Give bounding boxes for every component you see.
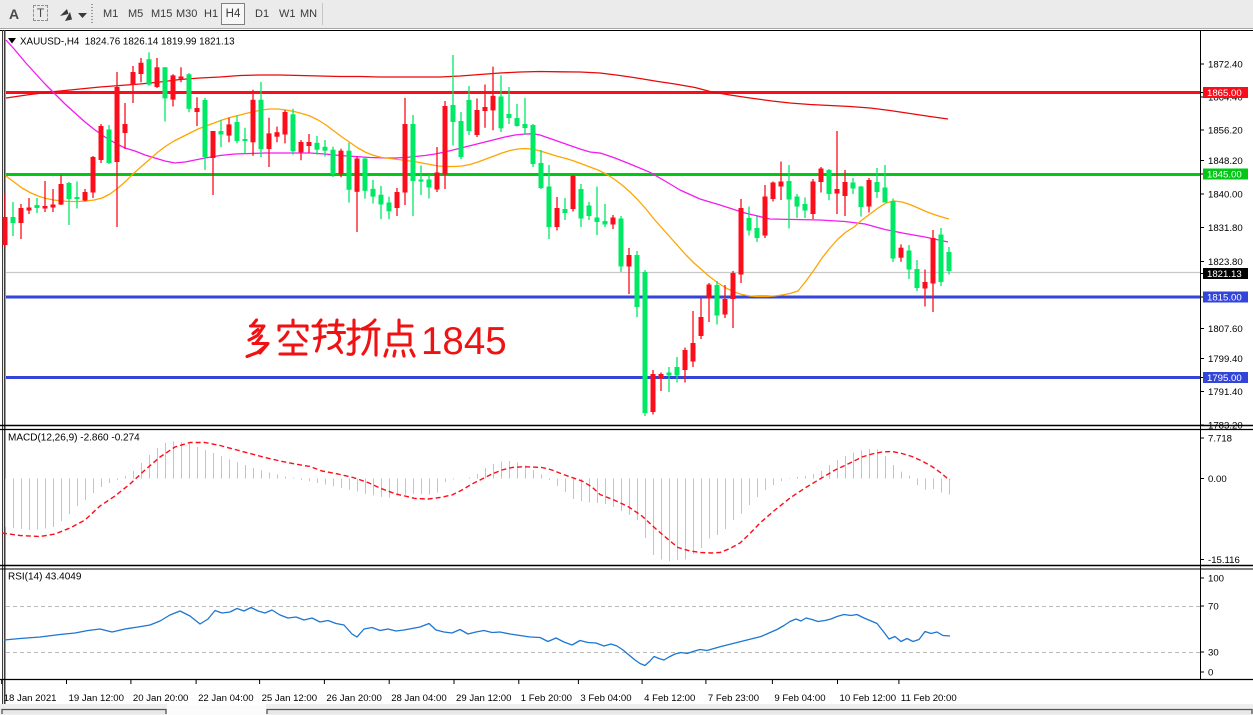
svg-text:4 Feb 12:00: 4 Feb 12:00 xyxy=(644,693,695,704)
svg-text:19 Jan 12:00: 19 Jan 12:00 xyxy=(69,693,124,704)
svg-text:1821.13: 1821.13 xyxy=(1207,269,1242,280)
svg-text:1815.00: 1815.00 xyxy=(1207,293,1242,304)
svg-text:0: 0 xyxy=(1208,668,1213,679)
svg-text:1795.00: 1795.00 xyxy=(1207,373,1242,384)
svg-text:1845: 1845 xyxy=(421,320,507,363)
svg-text:7.718: 7.718 xyxy=(1208,434,1232,445)
svg-text:0.00: 0.00 xyxy=(1208,474,1227,485)
svg-text:1823.80: 1823.80 xyxy=(1208,257,1243,268)
svg-text:11 Feb 20:00: 11 Feb 20:00 xyxy=(901,693,957,704)
svg-text:10 Feb 12:00: 10 Feb 12:00 xyxy=(840,693,897,704)
svg-text:1845.00: 1845.00 xyxy=(1207,170,1242,181)
svg-text:1848.20: 1848.20 xyxy=(1208,156,1243,167)
svg-text:1856.20: 1856.20 xyxy=(1208,126,1243,137)
svg-text:9 Feb 04:00: 9 Feb 04:00 xyxy=(774,693,825,704)
svg-text:22 Jan 04:00: 22 Jan 04:00 xyxy=(198,693,253,704)
svg-text:1840.00: 1840.00 xyxy=(1208,190,1243,201)
svg-text:70: 70 xyxy=(1208,602,1219,613)
svg-text:1872.40: 1872.40 xyxy=(1208,60,1243,71)
svg-text:26 Jan 20:00: 26 Jan 20:00 xyxy=(326,693,381,704)
svg-text:1831.80: 1831.80 xyxy=(1208,223,1243,234)
svg-text:100: 100 xyxy=(1208,574,1224,585)
svg-text:25 Jan 12:00: 25 Jan 12:00 xyxy=(262,693,317,704)
svg-text:XAUUSD-,H4 1824.76 1826.14 18: XAUUSD-,H4 1824.76 1826.14 1819.99 1821.… xyxy=(20,37,235,48)
svg-text:1 Feb 20:00: 1 Feb 20:00 xyxy=(521,693,572,704)
svg-text:1865.00: 1865.00 xyxy=(1207,88,1242,99)
svg-text:28 Jan 04:00: 28 Jan 04:00 xyxy=(391,693,446,704)
svg-text:RSI(14) 43.4049: RSI(14) 43.4049 xyxy=(8,572,82,583)
svg-text:1799.40: 1799.40 xyxy=(1208,354,1243,365)
svg-text:7 Feb 23:00: 7 Feb 23:00 xyxy=(708,693,759,704)
svg-text:29 Jan 12:00: 29 Jan 12:00 xyxy=(456,693,511,704)
svg-text:1791.40: 1791.40 xyxy=(1208,387,1243,398)
svg-text:30: 30 xyxy=(1208,648,1219,659)
svg-text:MACD(12,26,9) -2.860 -0.274: MACD(12,26,9) -2.860 -0.274 xyxy=(8,433,140,444)
svg-text:18 Jan 2021: 18 Jan 2021 xyxy=(4,693,57,704)
svg-text:1783.20: 1783.20 xyxy=(1208,421,1243,432)
svg-text:20 Jan 20:00: 20 Jan 20:00 xyxy=(133,693,188,704)
svg-text:-15.116: -15.116 xyxy=(1208,555,1240,566)
svg-text:3 Feb 04:00: 3 Feb 04:00 xyxy=(580,693,631,704)
svg-text:1807.60: 1807.60 xyxy=(1208,324,1243,335)
